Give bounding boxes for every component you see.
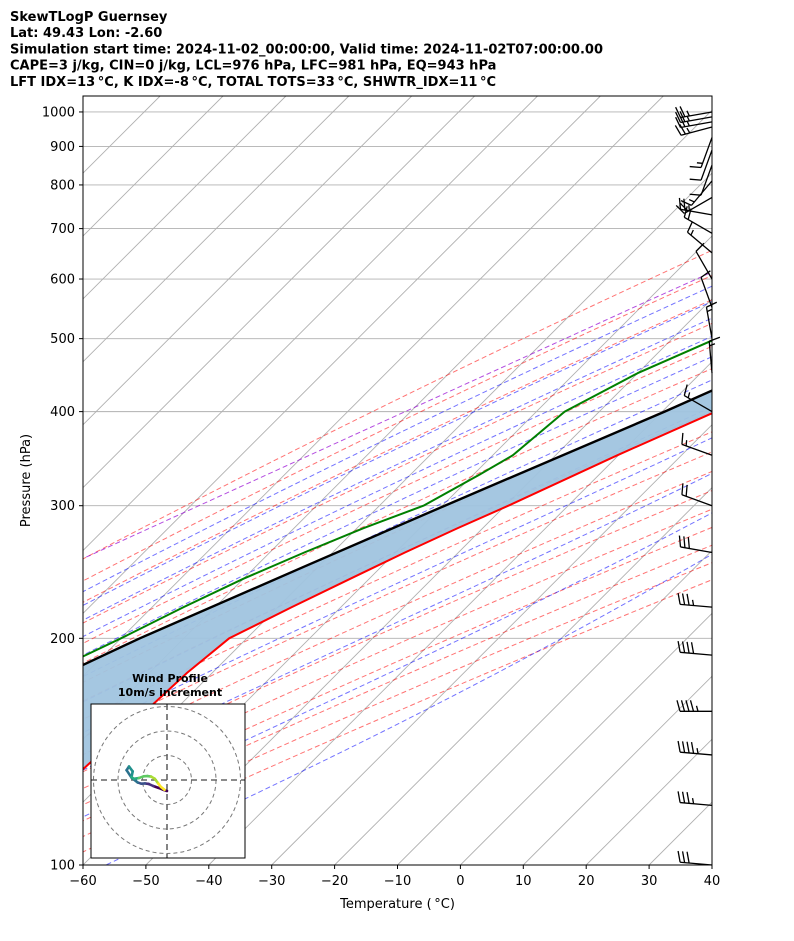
header-line-3: CAPE=3 j/kg, CIN=0 j/kg, LCL=976 hPa, LF…: [10, 59, 496, 74]
x-tick-label: −10: [384, 874, 411, 889]
y-tick-label: 200: [50, 632, 75, 647]
y-axis-label: Pressure (hPa): [19, 434, 34, 527]
hodograph-title-line: Wind Profile: [132, 672, 208, 685]
isotherm-line: [398, 96, 794, 865]
x-tick-label: −20: [321, 874, 348, 889]
wind-barb: [675, 124, 712, 135]
wind-barb: [682, 433, 712, 455]
wind-barb: [678, 791, 712, 805]
x-tick-label: 0: [456, 874, 464, 889]
header-line-0: SkewTLogP Guernsey: [10, 10, 168, 25]
x-tick-label: 10: [515, 874, 532, 889]
x-tick-label: −40: [195, 874, 222, 889]
y-tick-label: 800: [50, 178, 75, 193]
y-tick-label: 300: [50, 499, 75, 514]
x-tick-label: 30: [641, 874, 658, 889]
wind-barb: [678, 641, 712, 655]
y-tick-label: 600: [50, 273, 75, 288]
wind-barb: [678, 741, 712, 755]
y-tick-label: 400: [50, 405, 75, 420]
wind-barb: [676, 197, 712, 213]
y-tick-label: 700: [50, 222, 75, 237]
x-axis-label: Temperature ( °C): [339, 897, 455, 912]
hodograph-title-line: 10m/s increment: [118, 686, 222, 699]
wind-barb: [679, 536, 712, 553]
x-tick-label: −60: [69, 874, 96, 889]
y-tick-label: 500: [50, 332, 75, 347]
y-tick-label: 1000: [42, 105, 75, 120]
y-tick-label: 100: [50, 859, 75, 874]
wind-barb: [678, 851, 712, 865]
wind-barb: [709, 337, 720, 373]
x-tick-label: −50: [132, 874, 159, 889]
header-line-4: LFT IDX=13 °C, K IDX=-8 °C, TOTAL TOTS=3…: [10, 75, 496, 90]
x-tick-label: −30: [258, 874, 285, 889]
x-tick-label: 20: [578, 874, 595, 889]
header-line-1: Lat: 49.43 Lon: -2.60: [10, 26, 162, 41]
header-line-2: Simulation start time: 2024-11-02_00:00:…: [10, 42, 603, 57]
y-tick-label: 900: [50, 140, 75, 155]
wind-barb: [678, 593, 712, 607]
isotherm-line: [649, 96, 794, 865]
isotherm-line: [712, 96, 794, 865]
isotherm-line: [0, 96, 538, 865]
x-tick-label: 40: [704, 874, 721, 889]
wind-barb: [690, 137, 712, 167]
wind-barb: [696, 243, 712, 279]
